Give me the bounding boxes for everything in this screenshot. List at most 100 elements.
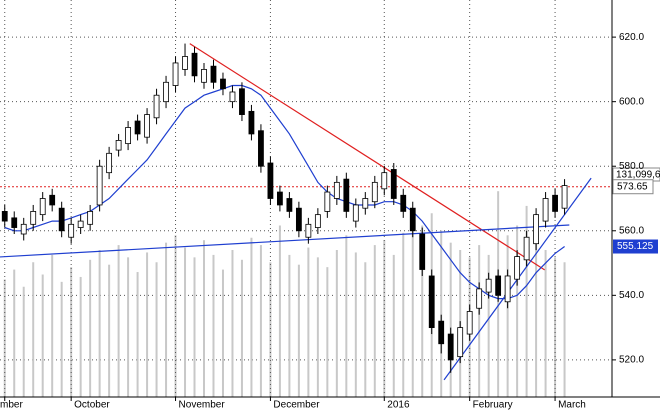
candle-body <box>220 78 226 90</box>
candle-body <box>371 181 378 203</box>
x-tick-label: mber <box>0 400 23 411</box>
volume-bar <box>184 247 187 397</box>
ma-label: 555.125 <box>617 241 654 252</box>
volume-bar <box>240 259 243 397</box>
candle-body <box>466 311 473 335</box>
candle-body <box>552 194 558 212</box>
candle-body <box>533 214 539 245</box>
volume-bar <box>3 279 6 397</box>
candle-body <box>58 207 65 232</box>
volume-bar <box>554 257 557 397</box>
plot-area <box>0 0 612 397</box>
y-tick-label: 540.0 <box>619 290 644 301</box>
candle-body <box>153 94 160 119</box>
volume-bar <box>563 262 566 397</box>
price-label: 573.65 <box>617 181 648 192</box>
candle-body <box>428 275 435 329</box>
candle-body <box>49 194 56 206</box>
candle-body <box>11 217 18 228</box>
volume-bar <box>288 254 291 397</box>
candle-body <box>400 194 407 212</box>
moving-average <box>4 84 565 300</box>
candle-body <box>267 162 274 199</box>
candle-body <box>106 152 113 174</box>
ma-label-box <box>613 239 658 254</box>
x-tick-label: November <box>179 400 226 411</box>
candle-body <box>39 198 46 216</box>
volume-bar <box>79 276 82 397</box>
candle-body <box>87 211 94 225</box>
volume-bar <box>307 247 310 397</box>
candle-body <box>172 62 179 86</box>
candle-body <box>201 68 207 83</box>
candle-body <box>324 191 331 212</box>
volume-bar <box>278 225 281 397</box>
candle-body <box>504 275 511 303</box>
volume-bar <box>345 235 348 397</box>
y-tick-label: 620.0 <box>619 32 644 43</box>
volume-bar <box>364 262 367 397</box>
volume-bar <box>326 267 329 397</box>
candle-body <box>77 220 84 228</box>
candle-body <box>30 211 37 225</box>
candle-body <box>1 211 8 222</box>
candle-body <box>210 65 217 83</box>
candle-body <box>523 236 530 261</box>
volume-bar <box>250 237 253 397</box>
candle-body <box>182 56 188 70</box>
candle-body <box>314 214 321 228</box>
x-tick-label: February <box>473 400 513 411</box>
candle-body <box>362 198 369 209</box>
y-tick-label: 580.0 <box>619 161 644 172</box>
candle-body <box>144 114 150 138</box>
volume-bar <box>117 245 120 397</box>
candle-body <box>191 52 198 77</box>
x-tick-label: October <box>74 400 110 411</box>
candle-body <box>333 181 340 199</box>
candle-body <box>343 178 350 212</box>
candle-body <box>134 120 141 135</box>
volume-label: 131,099,67 <box>616 170 660 181</box>
volume-bar <box>354 252 357 397</box>
x-tick-label: March <box>558 400 586 411</box>
candle-body <box>542 198 549 222</box>
volume-bar <box>259 245 262 397</box>
candle-body <box>286 198 293 212</box>
volume-bar <box>155 262 158 397</box>
candle-body <box>457 327 464 358</box>
volume-bar <box>421 225 424 397</box>
candle-body <box>229 91 236 103</box>
volume-bar <box>383 240 386 397</box>
volume-bar <box>544 250 547 397</box>
trendline <box>189 43 545 271</box>
volume-bar <box>269 262 272 397</box>
candle-body <box>305 223 312 238</box>
volume-bar <box>22 286 25 397</box>
volume-bar <box>32 262 35 397</box>
candle-body <box>390 169 397 199</box>
volume-bar <box>146 252 149 397</box>
volume-bar <box>402 232 405 397</box>
candle-body <box>561 185 568 209</box>
volume-bar <box>127 257 130 397</box>
volume-bar <box>231 250 234 397</box>
volume-bar <box>41 274 44 397</box>
y-tick-label: 520.0 <box>619 355 644 366</box>
candle-body <box>485 278 492 293</box>
x-tick-label: 2016 <box>387 400 410 411</box>
volume-bar <box>516 225 519 397</box>
candle-body <box>125 127 131 145</box>
trendline <box>0 224 570 258</box>
candle-body <box>295 207 302 232</box>
volume-bar <box>136 272 139 397</box>
volume-bar <box>411 220 414 397</box>
candle-body <box>96 165 103 206</box>
volume-bar <box>535 240 538 397</box>
candle-body <box>514 256 521 280</box>
candle-body <box>239 88 245 115</box>
y-tick-label: 560.0 <box>619 225 644 236</box>
candle-body <box>438 320 445 345</box>
volume-bar <box>51 254 54 397</box>
volume-bar <box>193 257 196 397</box>
